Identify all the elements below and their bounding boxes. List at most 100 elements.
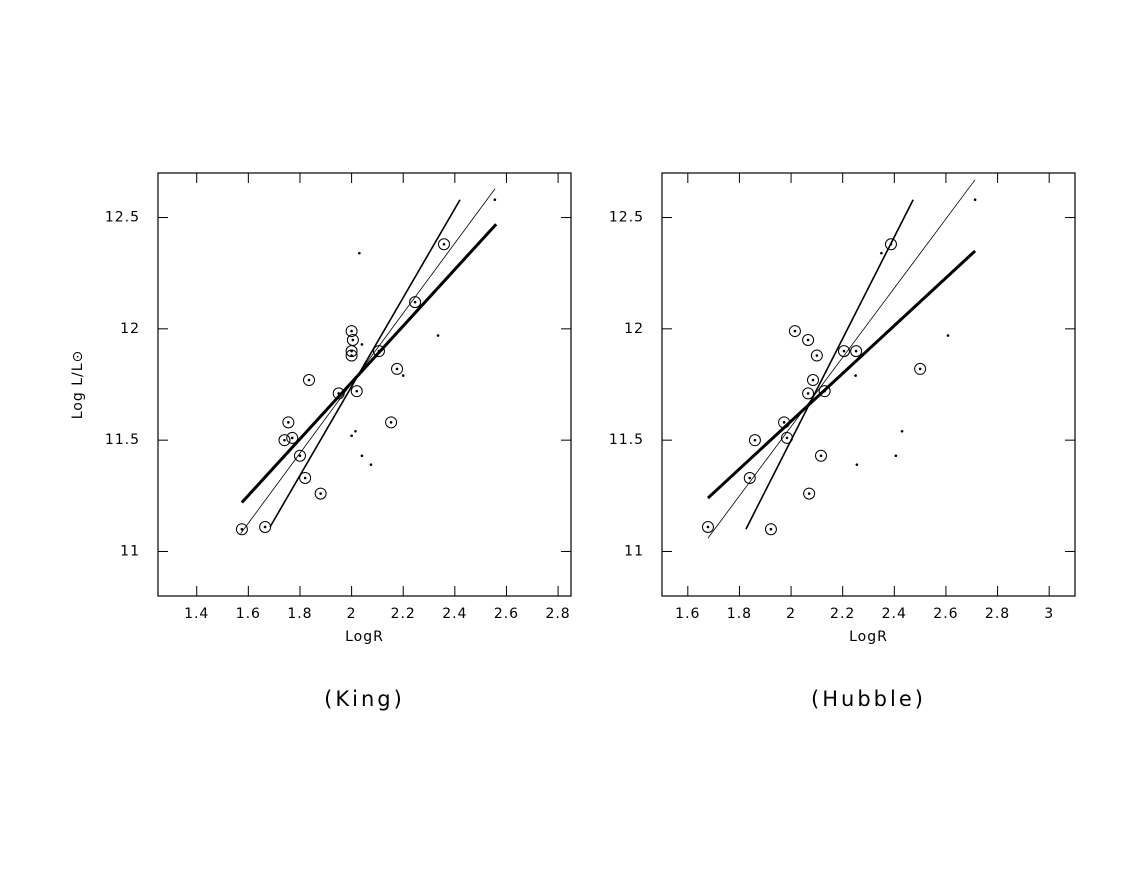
data-point [350,434,353,438]
data-point [286,431,299,444]
y-tick-label: 12 [120,321,140,337]
x-tick-label: 2 [347,606,357,622]
point-dot [319,492,322,495]
data-point [803,487,816,500]
point-dot [493,198,497,202]
data-point [743,472,756,485]
data-point [401,374,405,377]
y-tick-label: 12.5 [105,210,140,226]
x-tick-label: 2.2 [830,606,855,622]
point-dot [823,389,826,393]
point-dot [436,334,440,337]
point-dot [706,525,710,529]
point-dot [389,421,393,424]
data-point [778,416,791,429]
y-tick-label: 12 [624,321,644,337]
point-ring [314,487,327,500]
data-point [345,349,358,362]
data-point [438,238,451,251]
data-point [332,387,345,400]
x-tick-label: 2.8 [545,606,570,622]
point-ring [701,520,714,533]
point-dot [769,527,773,531]
point-dot [854,374,857,377]
point-dot [303,476,307,480]
data-point [299,472,312,485]
fit-line [706,249,977,500]
point-ring [780,431,793,444]
point-dot [918,367,922,371]
point-dot [785,436,789,440]
x-tick-label: 1.6 [675,606,700,622]
x-tick-label: 3 [1044,606,1054,622]
data-point [282,416,295,429]
point-ring [810,349,823,362]
data-point [235,523,248,536]
data-point [358,251,361,255]
fit-line [707,179,976,539]
x-tick-label: 1.6 [236,606,261,622]
point-ring [764,523,777,536]
point-dot [283,438,286,442]
panel: 1.6 1.8 2 2.2 2.4 2.6 2.8 3 11 11.5 12 12.5 LogR (Hub… [609,172,1076,711]
panel: 1.4 1.6 1.8 2 2.2 2.4 2.6 2.8 11 11.5 12 12.5 LogR Lo… [70,172,572,711]
point-ring [807,374,820,387]
caption: (Hubble) [811,687,926,711]
y-tick-label: 11.5 [609,432,644,448]
x-tick-label: 2.4 [442,606,467,622]
point-dot [240,527,244,531]
point-dot [395,367,399,371]
point-dot [819,454,823,458]
data-point [802,387,815,400]
data-point [973,198,977,202]
x-tick-label: 1.4 [184,606,209,622]
point-dot [806,338,810,342]
point-dot [748,476,752,480]
fit-line [745,199,914,530]
point-dot [360,343,364,346]
x-tick-label: 2.2 [391,606,416,622]
point-dot [855,463,859,466]
data-point [894,454,898,458]
x-tick-label: 1.8 [727,606,752,622]
data-point [946,334,950,337]
point-dot [894,454,898,458]
point-dot [900,429,904,433]
data-point [900,429,904,433]
data-point [764,523,777,536]
data-point [278,434,291,447]
data-point [360,343,364,346]
point-dot [889,242,893,246]
data-point [493,198,497,202]
point-ring [282,416,295,429]
fit-line [240,188,496,534]
point-ring [818,385,831,398]
data-point [914,362,927,375]
data-point [354,429,357,433]
x-tick-label: 2 [786,606,796,622]
data-point [303,374,316,387]
data-point [436,334,440,337]
x-tick-label: 2.6 [494,606,519,622]
point-ring [303,374,316,387]
point-ring [350,385,363,398]
x-tick-label: 2.4 [882,606,907,622]
data-point [837,345,850,358]
data-point [780,431,793,444]
point-dot [973,198,977,202]
data-point [391,362,404,375]
data-point [345,325,358,338]
data-point [788,325,801,338]
point-ring [884,238,897,251]
y-tick-label: 12.5 [609,210,644,226]
data-point [880,251,883,255]
data-point [748,434,761,447]
point-ring [372,345,385,358]
data-point [372,345,385,358]
point-dot [358,251,361,255]
data-point [409,296,422,309]
point-dot [350,329,353,333]
data-point [818,385,831,398]
caption: (King) [324,687,405,711]
x-tick-label: 2.8 [985,606,1010,622]
